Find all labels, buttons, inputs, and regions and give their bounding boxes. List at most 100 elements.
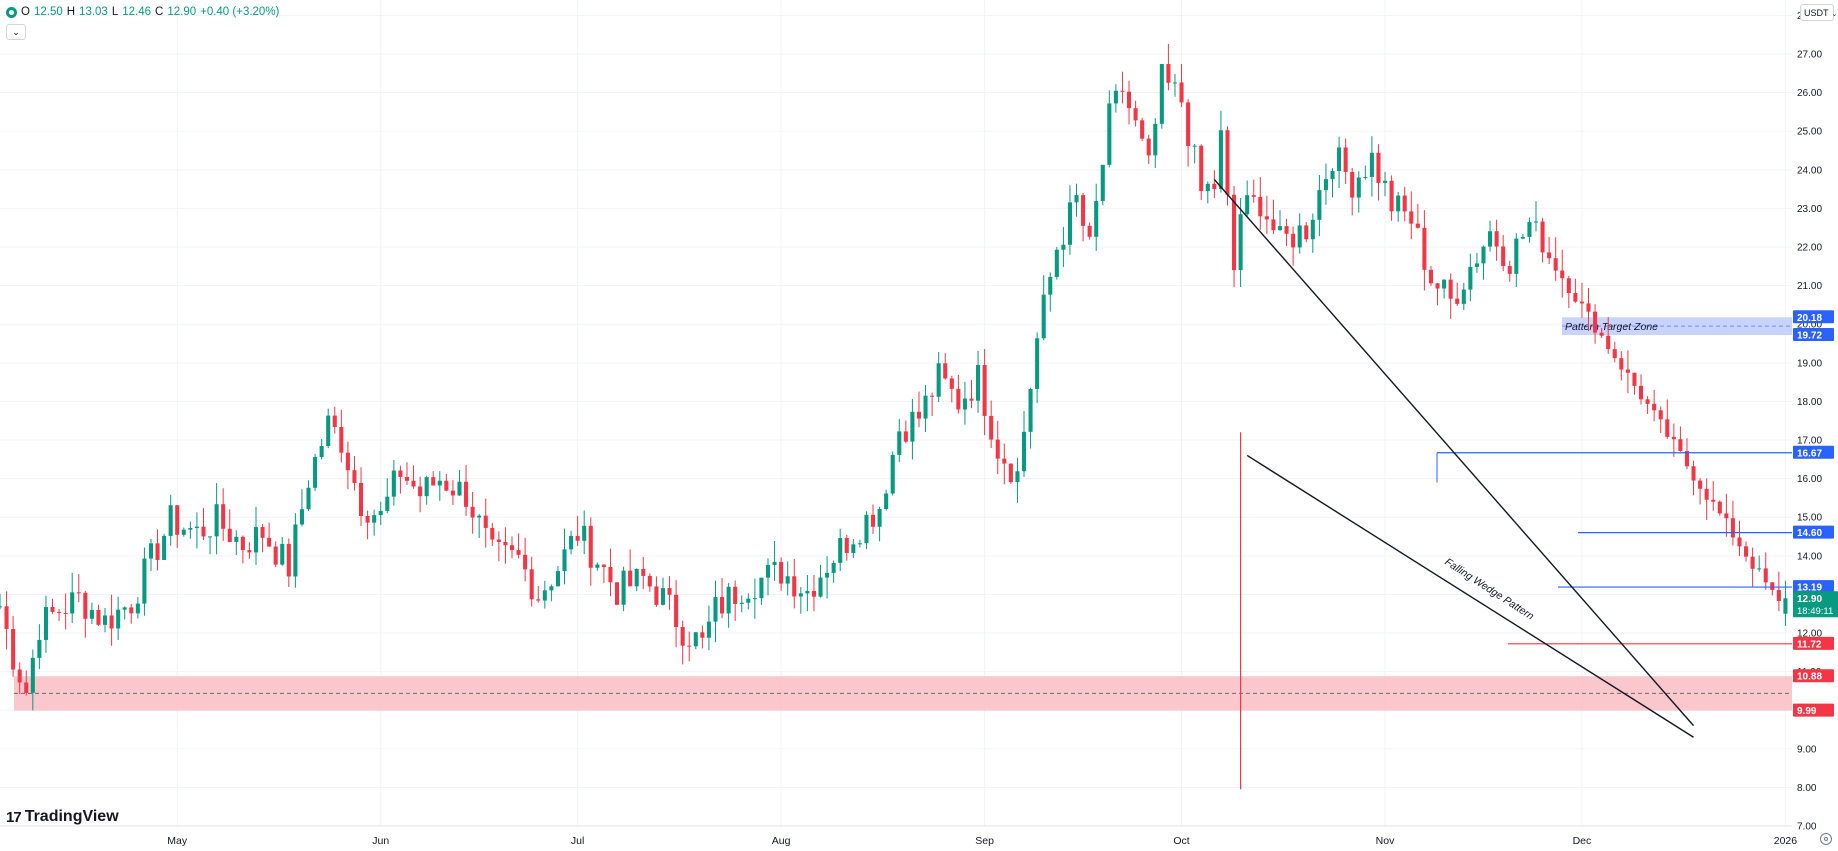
candle-body — [746, 598, 751, 603]
candle-body — [1100, 164, 1105, 201]
candle — [752, 578, 757, 619]
candle-body — [267, 537, 272, 547]
open-label: O — [21, 6, 30, 18]
candle — [516, 533, 521, 559]
candle-body — [1356, 177, 1361, 198]
candle-body — [805, 590, 810, 594]
candle — [1507, 260, 1512, 282]
candle-body — [253, 527, 259, 553]
candle-body — [1553, 258, 1558, 271]
candle-body — [1691, 466, 1696, 481]
settings-icon[interactable] — [1820, 833, 1832, 845]
y-tick-label: 18.00 — [1797, 397, 1822, 408]
candle — [726, 583, 731, 628]
candle — [102, 607, 108, 633]
candle-body — [595, 564, 600, 568]
candle-body — [1711, 499, 1716, 502]
candle — [1652, 389, 1657, 422]
candle — [129, 604, 134, 624]
y-tick-label: 14.00 — [1797, 551, 1822, 562]
candle-body — [1625, 369, 1630, 373]
candle — [1461, 282, 1466, 311]
candle-body — [385, 496, 390, 511]
candle-body — [326, 415, 331, 447]
candle — [464, 465, 469, 516]
y-tick-label: 15.00 — [1797, 513, 1822, 524]
candle — [857, 539, 862, 548]
level-badge-bg — [1793, 636, 1834, 650]
level-badge: 9.99 — [1793, 703, 1834, 717]
candle — [247, 542, 252, 559]
candle-body — [536, 599, 541, 601]
candle — [1264, 195, 1269, 234]
candle — [1442, 279, 1447, 299]
candle — [194, 512, 199, 549]
candle-body — [260, 527, 265, 538]
wedge-line — [1213, 179, 1695, 727]
candle-body — [1501, 246, 1506, 267]
candle-body — [1172, 82, 1178, 84]
candle-body — [1763, 568, 1768, 583]
candle-body — [1593, 311, 1598, 333]
candle-body — [332, 415, 337, 427]
candle-body — [1671, 436, 1676, 440]
candle-body — [654, 586, 659, 605]
candle-body — [431, 477, 436, 486]
candle — [1770, 581, 1775, 596]
candle — [910, 399, 915, 460]
candle-body — [523, 554, 528, 570]
candle-body — [680, 627, 685, 646]
candle-body — [765, 564, 771, 578]
candle — [1638, 374, 1644, 405]
candle — [181, 527, 186, 537]
level-badge-bg — [1793, 580, 1834, 594]
candle — [785, 561, 790, 596]
candle-body — [1783, 598, 1788, 614]
candle — [483, 498, 488, 548]
candle-body — [884, 493, 889, 509]
candle — [838, 528, 843, 571]
candle — [365, 510, 370, 540]
candle — [0, 593, 3, 610]
candle — [608, 548, 613, 597]
legend-collapse-button[interactable]: ⌄ — [6, 24, 26, 40]
candle-body — [1330, 171, 1335, 180]
candle — [628, 549, 633, 587]
candle — [1724, 493, 1729, 537]
tradingview-logo-icon: 17 — [6, 808, 22, 826]
candle — [1494, 219, 1499, 261]
candle-body — [1757, 568, 1762, 570]
candle — [1337, 136, 1342, 188]
candle-body — [1041, 294, 1046, 339]
candle-body — [1166, 64, 1171, 83]
candle — [1698, 478, 1703, 505]
candle-body — [825, 572, 830, 578]
candle — [1619, 351, 1624, 381]
candle — [621, 566, 626, 612]
candle-body — [1730, 518, 1735, 538]
candle-body — [1094, 200, 1099, 237]
candle-body — [1396, 195, 1401, 212]
candle-body — [1277, 226, 1283, 231]
candle-body — [1179, 82, 1184, 103]
candle — [76, 574, 81, 603]
currency-selector[interactable]: USDT ⌄ — [1800, 4, 1837, 21]
candle — [733, 580, 738, 621]
candle — [1376, 144, 1381, 201]
candle — [1520, 233, 1525, 240]
candle — [50, 598, 55, 614]
candle-body — [1599, 332, 1604, 336]
candle — [575, 515, 580, 546]
wedge-line — [1246, 454, 1694, 738]
candle-body — [30, 657, 35, 693]
candle — [299, 489, 304, 527]
level-badge: 16.67 — [1793, 445, 1834, 459]
tradingview-logo[interactable]: 17 TradingView — [6, 808, 119, 826]
candle — [588, 517, 593, 586]
candle-body — [923, 395, 928, 419]
candle — [1343, 138, 1348, 184]
candle-body — [1402, 195, 1407, 212]
